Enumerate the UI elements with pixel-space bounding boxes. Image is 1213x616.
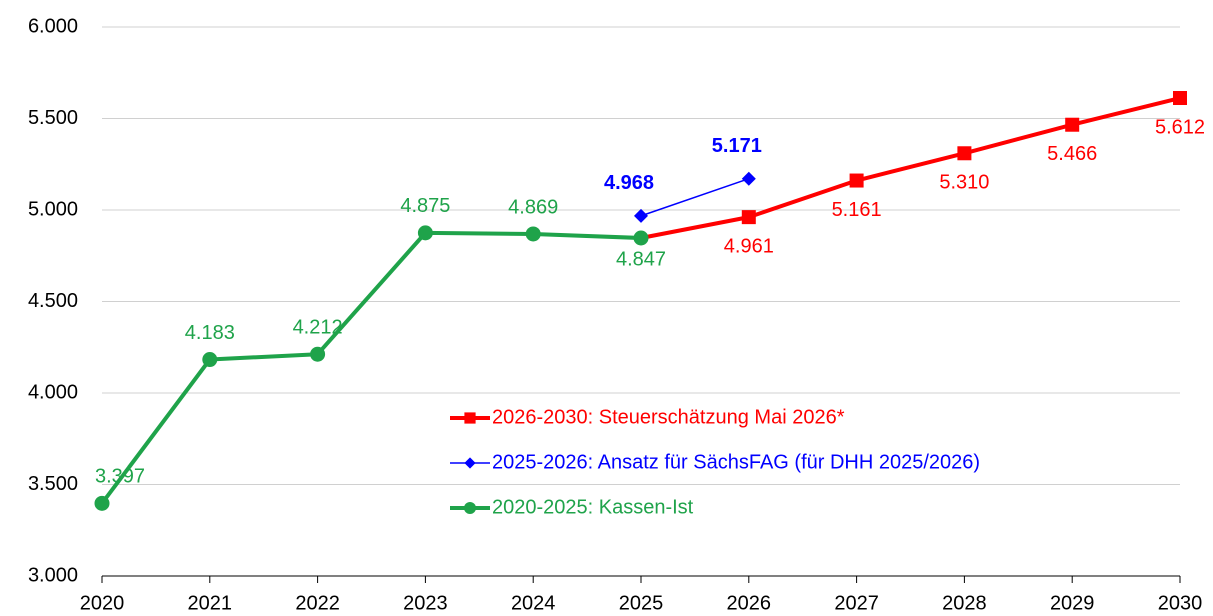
legend-marker: [464, 457, 476, 469]
data-label: 3.397: [95, 466, 145, 488]
x-tick-label: 2027: [834, 592, 879, 614]
legend-label: 2020-2025: Kassen-Ist: [492, 496, 694, 518]
data-label: 4.212: [293, 316, 343, 338]
x-tick-label: 2030: [1158, 592, 1203, 614]
x-tick-label: 2024: [511, 592, 556, 614]
x-tick-label: 2020: [80, 592, 125, 614]
data-point: [1173, 91, 1187, 106]
x-tick-label: 2026: [727, 592, 772, 614]
legend-marker: [464, 502, 476, 514]
data-label: 4.875: [400, 195, 450, 217]
data-label: 4.961: [724, 235, 774, 257]
y-tick-label: 3.000: [28, 564, 78, 586]
data-label: 4.968: [604, 172, 654, 194]
data-label: 5.161: [832, 199, 882, 221]
legend-marker: [464, 412, 476, 424]
data-point: [957, 146, 972, 161]
data-point: [417, 225, 433, 241]
legend-label: 2026-2030: Steuerschätzung Mai 2026*: [492, 406, 845, 428]
series-line: [100, 230, 642, 505]
y-tick-label: 4.500: [28, 290, 78, 312]
x-tick-label: 2028: [942, 592, 987, 614]
data-label: 4.869: [508, 196, 558, 218]
data-point: [741, 210, 756, 225]
legend-label: 2025-2026: Ansatz für SächsFAG (für DHH …: [492, 451, 980, 473]
data-point: [849, 173, 864, 188]
x-tick-label: 2021: [188, 592, 233, 614]
data-label: 5.466: [1047, 143, 1097, 165]
data-point: [1065, 117, 1080, 132]
data-point: [94, 495, 110, 511]
data-point: [741, 171, 756, 186]
series-line: [640, 177, 750, 217]
data-point: [634, 208, 648, 223]
y-tick-label: 4.000: [28, 381, 78, 403]
series-line: [640, 96, 1181, 240]
x-tick-label: 2029: [1050, 592, 1095, 614]
y-tick-label: 5.000: [28, 198, 78, 220]
data-label: 5.310: [939, 172, 989, 194]
x-tick-label: 2025: [619, 592, 664, 614]
y-tick-label: 5.500: [28, 107, 78, 129]
data-point: [202, 352, 218, 368]
data-label: 4.847: [616, 248, 666, 270]
x-tick-label: 2023: [403, 592, 448, 614]
data-point: [633, 230, 649, 246]
y-tick-label: 3.500: [28, 473, 78, 495]
data-label: 5.612: [1155, 116, 1205, 138]
x-tick-label: 2022: [295, 592, 340, 614]
data-label: 5.171: [712, 135, 762, 157]
data-point: [525, 226, 541, 242]
data-point: [310, 346, 326, 362]
y-tick-label: 6.000: [28, 15, 78, 37]
data-label: 4.183: [185, 322, 235, 344]
